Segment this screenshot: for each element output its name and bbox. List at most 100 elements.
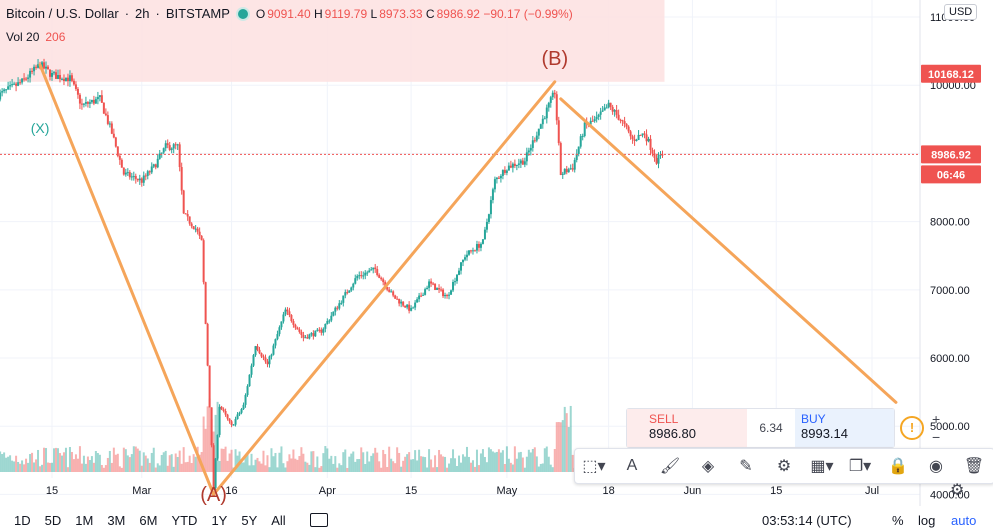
volume-bar (390, 458, 393, 472)
candle-body (126, 172, 129, 174)
volume-bar (190, 463, 193, 472)
volume-bar (430, 459, 433, 472)
trash-icon[interactable]: 🗑 (963, 458, 985, 475)
layers-icon[interactable]: ▦▾ (810, 458, 834, 475)
timeframe-6m[interactable]: 6M (139, 512, 158, 528)
candle-body (557, 120, 560, 144)
timeframe-ytd[interactable]: YTD (171, 512, 198, 528)
timeframe-5d[interactable]: 5D (44, 512, 62, 528)
countdown-tag-text: 06:46 (937, 169, 965, 181)
symbol-title[interactable]: Bitcoin / U.S. Dollar (6, 6, 119, 21)
timeframe-1d[interactable]: 1D (14, 512, 31, 528)
volume-bar (154, 467, 157, 472)
candle-body (360, 275, 363, 277)
timeframe-5y[interactable]: 5Y (241, 512, 258, 528)
volume-bar (274, 452, 277, 472)
candle-body (501, 169, 504, 176)
volume-bar (134, 446, 137, 472)
time-axis[interactable]: 15 Mar 16 Apr 15 May 18 Jun 15 Jul (46, 485, 879, 497)
candle-body (581, 136, 584, 138)
volume-bar (108, 450, 111, 472)
candle-body (599, 111, 602, 115)
candle-body (188, 216, 191, 224)
volume-bar (436, 467, 439, 472)
volume-bar (382, 449, 385, 472)
calendar-icon[interactable] (309, 513, 328, 527)
lock-icon[interactable]: 🔒 (888, 458, 908, 475)
candle-body (240, 409, 243, 413)
zoom-controls[interactable]: + − (932, 411, 941, 445)
volume-bar (477, 465, 480, 472)
y-tick-label: 4000.00 (930, 489, 970, 501)
candle-body (244, 395, 247, 405)
settings-icon[interactable]: ⚙ (776, 458, 792, 475)
timeframe-1m[interactable]: 1M (75, 512, 94, 528)
volume-bar (394, 463, 397, 472)
candle-body (216, 434, 219, 459)
volume-bar (262, 450, 265, 472)
volume-bar (509, 462, 512, 472)
auto-toggle[interactable]: auto (951, 513, 977, 528)
volume-bar (116, 453, 119, 472)
volume-bar (226, 460, 229, 472)
sell-button[interactable]: SELL 8986.80 (627, 409, 747, 447)
background-color-icon[interactable]: ◈ (701, 458, 715, 475)
volume-bar (250, 453, 253, 472)
candle-body (218, 406, 221, 435)
candle-body (553, 92, 556, 95)
candle-body (228, 418, 231, 422)
candle-body (388, 289, 391, 292)
volume-bar (571, 454, 574, 472)
timeframe-1y[interactable]: 1Y (211, 512, 228, 528)
candle-body (214, 458, 217, 488)
x-tick-label: Apr (319, 485, 336, 497)
candle-body (72, 80, 75, 85)
x-tick-label: May (496, 485, 517, 497)
volume-bar (384, 454, 387, 472)
exclamation-icon[interactable]: ! (900, 416, 924, 440)
chart-settings-icon[interactable]: ⚙ (950, 482, 965, 499)
candle-body (304, 337, 307, 339)
candle-body (54, 72, 57, 79)
candle-body (276, 334, 279, 340)
candle-body (547, 102, 550, 108)
currency-button[interactable]: USD (944, 4, 978, 20)
candle-body (551, 92, 554, 98)
volume-bar (446, 467, 449, 472)
volume-bar (491, 451, 494, 472)
log-toggle[interactable]: log (918, 513, 936, 528)
candle-body (617, 114, 620, 120)
candle-body (212, 445, 215, 488)
pencil-icon[interactable]: ✎ (739, 458, 753, 475)
eye-icon[interactable]: ◉ (929, 458, 943, 475)
volume-bar (370, 455, 373, 472)
volume-bar (60, 455, 63, 472)
candle-body (326, 321, 329, 324)
timeframe-all[interactable]: All (271, 512, 286, 528)
volume-bar (176, 456, 179, 472)
volume-bar (206, 406, 209, 472)
timeframe-3m[interactable]: 3M (107, 512, 126, 528)
candle-body (657, 155, 660, 164)
candle-body (174, 144, 177, 146)
copy-icon[interactable]: ❐▾ (848, 458, 872, 475)
candle-body (481, 239, 484, 244)
volume-bar (539, 463, 542, 472)
text-icon[interactable]: A (626, 457, 638, 474)
utc-clock[interactable]: 03:53:14 (UTC) (762, 513, 852, 528)
candle-body (232, 424, 235, 426)
percent-toggle[interactable]: % (892, 513, 904, 528)
buy-button[interactable]: BUY 8993.14 (795, 409, 894, 447)
candle-body (250, 365, 253, 375)
candle-body (108, 123, 111, 125)
volume-bar (25, 458, 28, 472)
last-price-tag (921, 145, 981, 164)
fill-color-icon[interactable]: 🖌 (659, 458, 681, 475)
volume-bar (35, 459, 38, 472)
candle-body (88, 102, 91, 104)
volume-bar (396, 447, 399, 472)
volume-bar (122, 447, 125, 472)
volume-bar (0, 451, 2, 472)
rectangle-select-icon[interactable]: ⬚▾ (582, 458, 606, 475)
